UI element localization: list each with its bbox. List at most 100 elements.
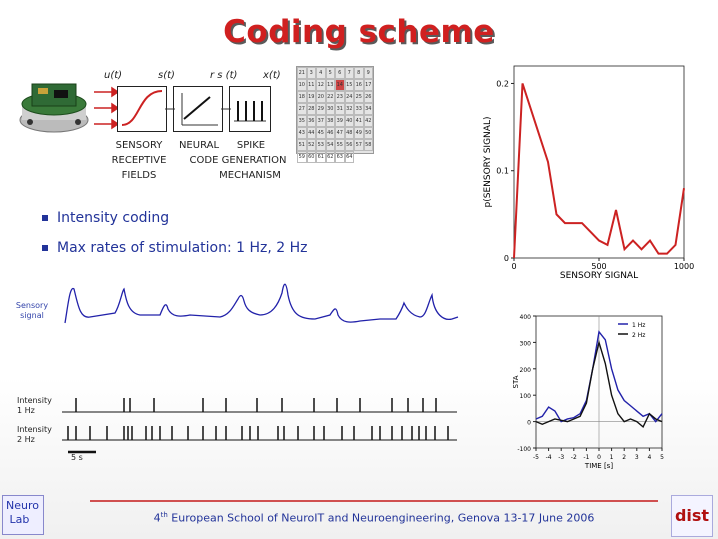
series-line xyxy=(513,83,685,259)
x-tick-label: 500 xyxy=(591,262,606,271)
grid-cell: 20 xyxy=(316,91,326,103)
sigmoid-icon xyxy=(121,90,163,126)
grid-cell: 9 xyxy=(363,67,373,79)
grid-cell: 31 xyxy=(335,103,345,115)
footer-text: 4th European School of NeuroIT and Neuro… xyxy=(153,511,595,525)
series-line xyxy=(535,339,663,428)
grid-cell: 49 xyxy=(354,127,364,139)
grid-cell: 19 xyxy=(306,91,316,103)
y-tick-label: 300 xyxy=(520,340,532,347)
grid-cell: 56 xyxy=(344,139,354,151)
x-tick-label: -4 xyxy=(546,454,552,461)
grid-cell: 5 xyxy=(325,67,335,79)
grid-cell: 53 xyxy=(316,139,326,151)
grid-cell: 59 xyxy=(297,151,307,163)
grid-cell: 63 xyxy=(335,151,345,163)
neurolab-logo: Neuro Lab xyxy=(2,495,44,535)
grid-cell: 27 xyxy=(297,103,307,115)
sensory-caption: SENSORY RECEPTIVE FIELDS xyxy=(104,138,174,183)
label-u: u(t) xyxy=(104,70,123,81)
grid-cell: 50 xyxy=(363,127,373,139)
y-tick-label: 0 xyxy=(504,254,509,263)
sensory-caption-line: SENSORY xyxy=(115,140,163,151)
bullet-text: Intensity coding xyxy=(57,210,170,226)
grid-cell: 62 xyxy=(325,151,335,163)
bullet-2: Max rates of stimulation: 1 Hz, 2 Hz xyxy=(42,240,308,256)
grid-cell: 30 xyxy=(325,103,335,115)
grid-cell: 52 xyxy=(306,139,316,151)
grid-cell: 40 xyxy=(344,115,354,127)
y-tick-label: 0.1 xyxy=(496,167,509,176)
bullet-marker xyxy=(42,215,48,221)
grid-cell: 23 xyxy=(335,91,345,103)
grid-cell: 51 xyxy=(297,139,307,151)
x-tick-label: -1 xyxy=(583,454,589,461)
sta-chart: -5 -4 -3 -2 -1 0 1 2 3 4 5 -100 0 100 200 300 400 1 Hz 2 H… xyxy=(512,314,664,470)
grid-cell: 44 xyxy=(306,127,316,139)
x-tick-label: 2 xyxy=(622,454,626,461)
sensory-signal-text: Sensory signal xyxy=(15,301,49,320)
grid-cell: 4 xyxy=(316,67,326,79)
spike-trains xyxy=(62,398,457,441)
spike-train-icon xyxy=(234,101,266,122)
grid-cell: 54 xyxy=(325,139,335,151)
grid-cell: 61 xyxy=(316,151,326,163)
bullet-text: Max rates of stimulation: 1 Hz, 2 Hz xyxy=(57,240,308,256)
grid-cell: 18 xyxy=(297,91,307,103)
bullet-marker xyxy=(42,245,48,251)
grid-cell: 46 xyxy=(325,127,335,139)
grid-cell: 21 xyxy=(297,67,307,79)
legend-label: 2 Hz xyxy=(632,332,645,339)
grid-cell: 35 xyxy=(297,115,307,127)
x-axis-label: SENSORY SIGNAL xyxy=(560,271,638,281)
grid-cell: 12 xyxy=(316,79,326,91)
x-tick-label: 1 xyxy=(610,454,614,461)
grid-cell: 39 xyxy=(335,115,345,127)
x-tick-label: 3 xyxy=(635,454,639,461)
page-title: Coding scheme xyxy=(223,14,495,50)
scale-bar-label: 5 s xyxy=(71,453,83,462)
grid-cell: 45 xyxy=(316,127,326,139)
grid-cell: 6 xyxy=(335,67,345,79)
grid-cell: 57 xyxy=(354,139,364,151)
grid-cell: 17 xyxy=(363,79,373,91)
x-tick-label: 1000 xyxy=(674,262,694,271)
series-line xyxy=(535,330,663,423)
neural-caption-a: NEURAL xyxy=(178,140,220,151)
dist-logo: dist xyxy=(671,495,713,537)
intensity-1hz-label: Intensity 1 Hz xyxy=(17,396,52,415)
spike-mechanism-box xyxy=(229,86,271,132)
x-tick-label: 0 xyxy=(597,454,601,461)
x-tick-label: -2 xyxy=(571,454,577,461)
bullet-1: Intensity coding xyxy=(42,210,169,226)
x-tick-label: -5 xyxy=(533,454,539,461)
grid-cell: 3 xyxy=(306,67,316,79)
grid-cell: 29 xyxy=(316,103,326,115)
y-tick-label: 200 xyxy=(520,367,532,374)
sensory-trace xyxy=(64,283,459,324)
x-tick-label: 0 xyxy=(511,262,516,271)
grid-cell: 41 xyxy=(354,115,364,127)
label-rs: r s (t) xyxy=(210,70,238,81)
grid-cell: 15 xyxy=(344,79,354,91)
grid-cell: 11 xyxy=(306,79,316,91)
x-tick-label: -3 xyxy=(558,454,564,461)
intensity-2hz-label: Intensity 2 Hz xyxy=(17,425,52,444)
y-tick-label: 0.2 xyxy=(496,79,509,88)
sensory-caption-line: FIELDS xyxy=(121,170,157,181)
receptor-grid: 21 3 4 5 6 7 8 9 10 11 12 13 14 15 16 17 18 19 20 22 23 24 25 2… xyxy=(296,66,374,163)
grid-cell: 43 xyxy=(297,127,307,139)
grid-cell: 14 xyxy=(335,79,345,91)
y-tick-label: 100 xyxy=(520,393,532,400)
robot-image xyxy=(19,83,89,133)
linear-map-icon xyxy=(181,93,218,126)
connector-lines xyxy=(165,108,231,110)
grid-cell: 25 xyxy=(354,91,364,103)
spike-caption-b: MECHANISM xyxy=(219,170,281,181)
grid-cell: 8 xyxy=(354,67,364,79)
grid-cell: 10 xyxy=(297,79,307,91)
grid-cell: 16 xyxy=(354,79,364,91)
input-arrows xyxy=(94,86,118,130)
grid-cell: 58 xyxy=(363,139,373,151)
neural-caption-b: CODE GENERATION xyxy=(189,155,287,166)
